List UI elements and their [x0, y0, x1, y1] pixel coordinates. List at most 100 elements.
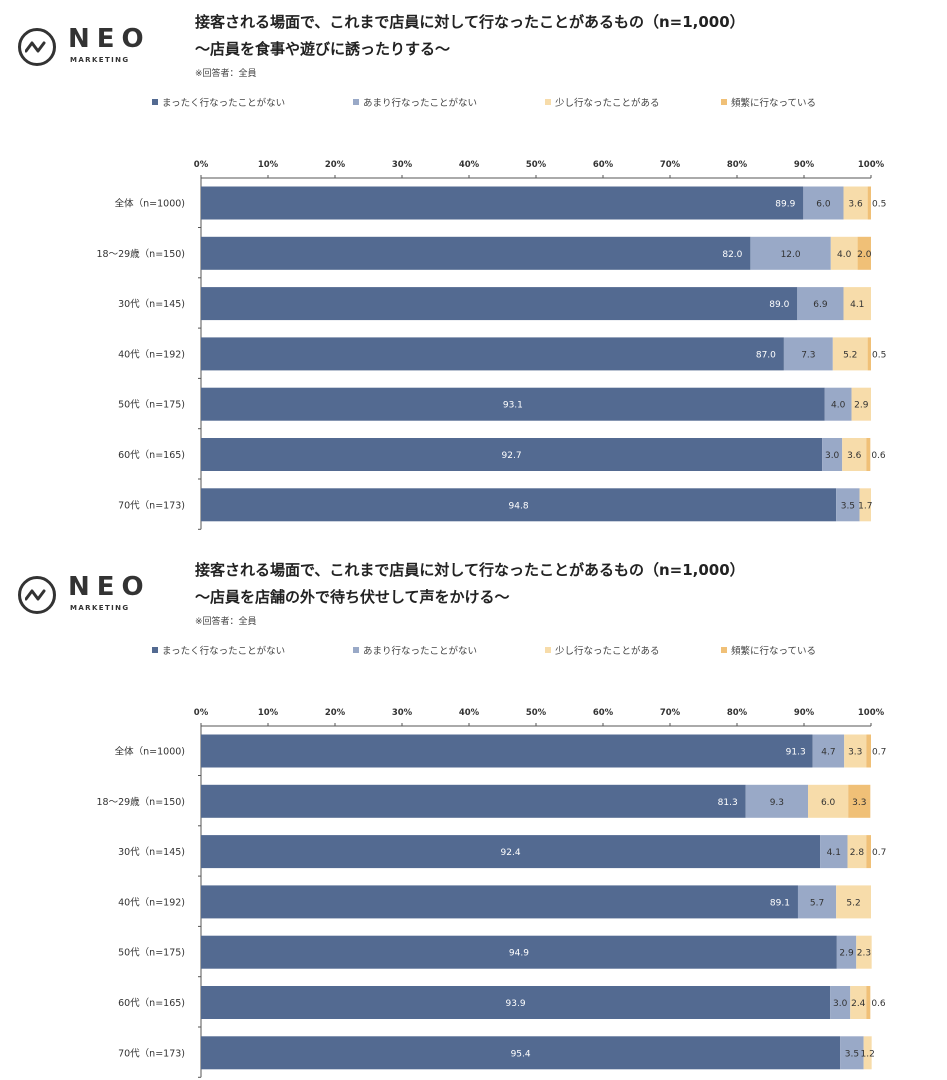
chart-panel-1: NEO MARKETING 接客される場面で、これまで店員に対して行なったことが…: [18, 13, 886, 530]
logo-wave-icon: [18, 28, 56, 66]
category-label: 70代（n=173): [118, 499, 185, 511]
logo-marketing-text: MARKETING: [70, 604, 130, 612]
bar-segment: [840, 1036, 864, 1070]
category-label: 40代（n=192): [118, 348, 185, 360]
data-label: 0.6: [871, 999, 886, 1009]
legend-item-never: まったく行なったことがない: [152, 643, 285, 657]
data-label: 6.0: [816, 200, 831, 210]
x-tick-label: 70%: [660, 160, 681, 170]
legend-item-frequently: 頻繁に行なっている: [721, 643, 816, 657]
x-tick-label: 0%: [194, 708, 209, 718]
bar-segment: [201, 784, 746, 818]
logo-marketing-text: MARKETING: [70, 56, 130, 64]
legend-item-rarely: あまり行なったことがない: [353, 643, 477, 657]
data-label: 0.7: [872, 748, 886, 758]
logo-neo-text: NEO: [68, 24, 151, 54]
stacked-bar-chart-1: 0% 10% 20% 30% 40% 50% 60% 70% 80% 90% 100% 全体（n=10…: [97, 160, 886, 530]
data-label: 4.1: [850, 300, 864, 310]
bar-segment: [866, 438, 871, 471]
x-tick-label: 20%: [325, 708, 346, 718]
data-label: 2.8: [850, 848, 865, 858]
x-tick-label: 50%: [526, 708, 547, 718]
legend-label: まったく行なったことがない: [162, 646, 286, 657]
x-tick-label: 10%: [258, 708, 279, 718]
x-tick-label: 100%: [858, 160, 885, 170]
bar-segment: [201, 438, 823, 471]
bar-segment: [201, 186, 804, 220]
bar-segment: [847, 835, 867, 869]
legend-label: 少し行なったことがある: [555, 98, 660, 109]
legend-swatch: [545, 99, 551, 105]
x-tick-label: 20%: [325, 160, 346, 170]
data-label: 6.0: [821, 798, 836, 808]
bar-segment: [867, 186, 871, 220]
chart-title: 接客される場面で、これまで店員に対して行なったことがあるもの（n=1,000）: [195, 561, 745, 579]
x-tick-label: 50%: [526, 160, 547, 170]
bar-segment: [201, 287, 798, 321]
legend-swatch: [721, 99, 727, 105]
bar-segment: [201, 935, 837, 969]
legend-swatch: [545, 647, 551, 653]
legend-item-sometimes: 少し行なったことがある: [545, 95, 660, 109]
logo-wave-icon: [18, 576, 56, 614]
x-tick-label: 30%: [392, 708, 413, 718]
category-label: 60代（n=165): [118, 997, 185, 1009]
legend-label: 少し行なったことがある: [555, 646, 660, 657]
category-label: 30代（n=145): [118, 846, 185, 858]
x-tick-label: 100%: [858, 708, 885, 718]
bar-segment: [843, 287, 871, 321]
bar-segment: [201, 236, 751, 270]
data-label: 2.4: [851, 999, 866, 1009]
data-label: 0.6: [871, 451, 886, 461]
bar-segment: [851, 387, 871, 421]
legend-label: 頻繁に行なっている: [731, 646, 817, 657]
legend-label: 頻繁に行なっている: [731, 98, 817, 109]
category-label: 50代（n=175): [118, 947, 185, 959]
data-label: 9.3: [770, 798, 784, 808]
data-label: 0.5: [872, 350, 886, 360]
data-label: 4.7: [821, 748, 835, 758]
data-label: 5.2: [843, 350, 857, 360]
logo-neo-text: NEO: [68, 572, 151, 602]
bar-segment: [201, 885, 798, 919]
bar-segment: [836, 488, 860, 522]
bar-segment: [201, 337, 784, 371]
legend-item-rarely: あまり行なったことがない: [353, 95, 477, 109]
data-label: 92.7: [502, 451, 522, 461]
x-tick-label: 90%: [794, 708, 815, 718]
legend-label: あまり行なったことがない: [363, 646, 478, 657]
legend-swatch: [353, 99, 359, 105]
chart-panel-2: NEO MARKETING 接客される場面で、これまで店員に対して行なったことが…: [0, 548, 947, 1080]
bar-segment: [830, 236, 858, 270]
respondent-note: ※回答者：全員: [195, 617, 257, 627]
data-label: 94.9: [509, 949, 529, 959]
bar-segment: [830, 986, 851, 1019]
bar-segment: [866, 835, 871, 869]
x-tick-label: 10%: [258, 160, 279, 170]
data-label: 5.7: [810, 898, 824, 908]
bar-segment: [201, 734, 813, 768]
x-tick-label: 90%: [794, 160, 815, 170]
bar-segment: [844, 734, 867, 768]
legend-item-frequently: 頻繁に行なっている: [721, 95, 816, 109]
data-label: 2.9: [839, 949, 854, 959]
bar-segment: [848, 784, 871, 818]
bar-segment: [856, 935, 872, 969]
bar-segment: [857, 236, 871, 270]
data-label: 6.9: [813, 300, 828, 310]
bar-segment: [797, 287, 844, 321]
bar-segment: [842, 438, 867, 471]
respondent-note: ※回答者：全員: [195, 69, 257, 79]
data-label: 12.0: [781, 250, 801, 260]
data-label: 2.9: [854, 401, 869, 411]
category-label: 18〜29歳（n=150): [97, 796, 186, 808]
neo-marketing-logo: NEO MARKETING: [18, 572, 158, 620]
data-label: 3.5: [845, 1049, 859, 1059]
data-label: 2.3: [857, 949, 871, 959]
chart-subtitle: 〜店員を店舗の外で待ち伏せして声をかける〜: [195, 588, 510, 606]
bar-segment: [783, 337, 833, 371]
bar-segment: [832, 337, 868, 371]
data-label: 5.2: [846, 898, 860, 908]
bar-segment: [750, 236, 831, 270]
x-tick-label: 60%: [593, 160, 614, 170]
